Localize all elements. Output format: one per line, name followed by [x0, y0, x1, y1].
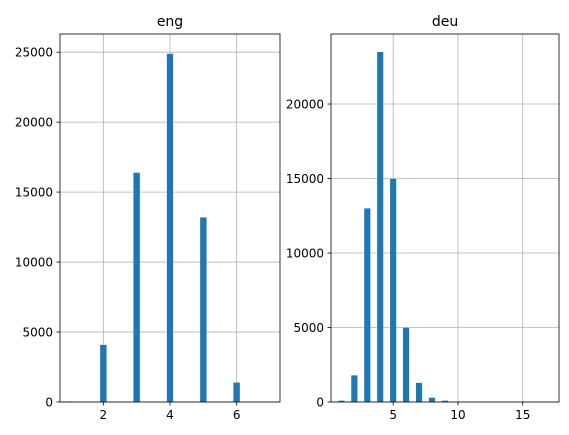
y-tick-label: 20000 — [15, 115, 53, 129]
bar — [415, 382, 423, 403]
y-tick-label: 15000 — [286, 172, 324, 186]
y-tick-label: 5000 — [22, 325, 53, 339]
bar — [99, 344, 107, 403]
bar — [363, 208, 371, 403]
y-tick-label: 10000 — [286, 246, 324, 260]
y-tick-label: 0 — [316, 395, 324, 409]
x-tick-label: 5 — [389, 408, 397, 422]
bar — [133, 172, 141, 403]
y-tick-label: 5000 — [293, 321, 324, 335]
y-tick-label: 0 — [45, 395, 53, 409]
bar — [199, 217, 207, 403]
axes-frame — [330, 33, 560, 403]
x-tick-label: 10 — [450, 408, 465, 422]
bar — [389, 178, 397, 403]
x-tick-label: 6 — [233, 408, 241, 422]
x-tick-label: 2 — [100, 408, 108, 422]
chart-title: eng — [157, 14, 183, 30]
x-tick-label: 15 — [515, 408, 530, 422]
y-tick-label: 15000 — [15, 185, 53, 199]
y-tick-label: 25000 — [15, 45, 53, 59]
chart-title: deu — [432, 14, 458, 30]
bar — [233, 382, 241, 403]
bar — [428, 397, 436, 403]
histogram-deu: 5 10 15 0 5000 10000 15000 20000 deu — [286, 14, 560, 422]
histogram-eng: 2 4 6 0 5000 10000 15000 20000 25000 eng — [15, 14, 281, 422]
bar — [402, 327, 410, 403]
bar — [350, 375, 358, 403]
bar — [376, 51, 384, 403]
y-tick-label: 20000 — [286, 97, 324, 111]
y-tick-label: 10000 — [15, 255, 53, 269]
x-tick-label: 4 — [166, 408, 174, 422]
bar — [166, 53, 174, 403]
